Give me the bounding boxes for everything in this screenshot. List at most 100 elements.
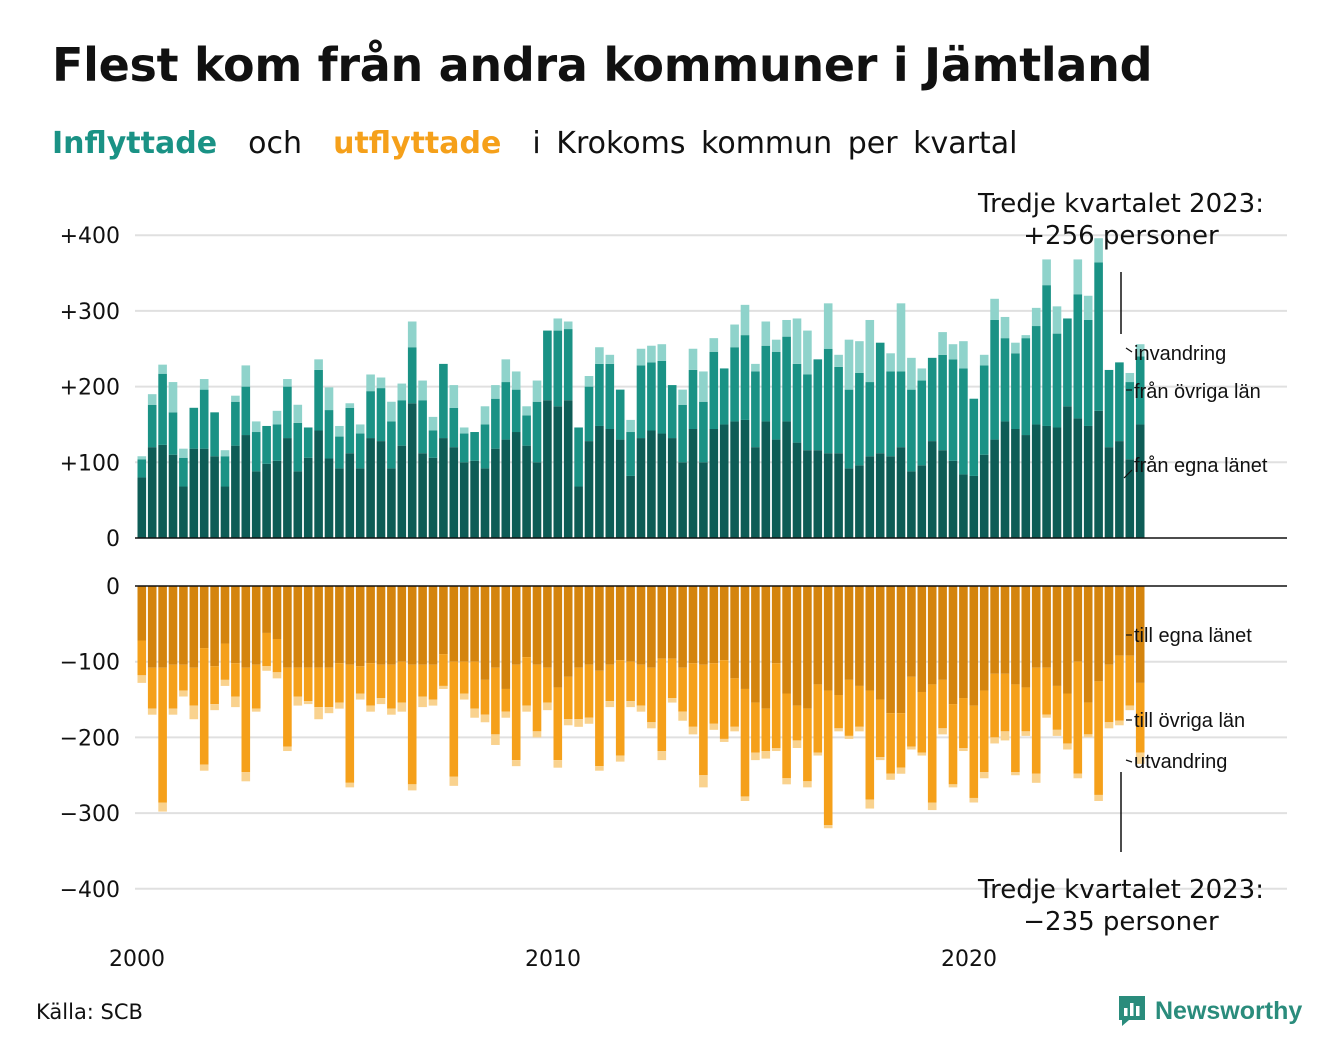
bar-in-0-76	[927, 441, 937, 538]
bar-out-0-15	[293, 586, 303, 668]
bar-in-2-25	[397, 383, 407, 401]
legend-out-0: till egna länet	[1134, 625, 1252, 647]
bar-out-0-11	[251, 586, 261, 665]
annotation-in-line-1: Tredje kvartalet 2023:	[977, 189, 1264, 219]
bar-in-1-41	[563, 329, 573, 401]
bar-out-1-13	[272, 638, 282, 673]
bar-out-0-96	[1135, 586, 1145, 683]
bar-out-0-22	[366, 586, 375, 664]
bar-out-1-37	[522, 657, 531, 706]
bar-in-0-87	[1042, 425, 1051, 538]
bar-in-2-14	[283, 379, 292, 387]
bar-out-2-24	[387, 708, 396, 715]
bar-out-0-95	[1125, 586, 1135, 656]
bar-out-2-13	[272, 672, 282, 679]
bar-out-0-31	[459, 586, 469, 662]
bar-in-1-19	[335, 436, 344, 469]
bar-out-1-51	[667, 658, 677, 699]
bar-out-1-8	[220, 643, 230, 680]
bar-in-2-96	[1135, 344, 1145, 357]
bar-out-1-71	[875, 699, 885, 758]
bar-out-0-8	[220, 586, 230, 644]
bar-in-1-24	[387, 421, 396, 469]
bar-in-1-66	[823, 348, 833, 454]
bar-out-0-10	[241, 586, 251, 668]
bar-out-1-30	[449, 661, 459, 777]
bar-in-2-6	[199, 379, 209, 390]
bar-in-1-34	[491, 398, 500, 449]
bar-in-1-3	[168, 412, 178, 455]
bar-out-0-73	[896, 586, 906, 714]
bar-out-0-89	[1063, 586, 1072, 694]
bar-out-0-12	[262, 586, 271, 633]
bar-in-2-79	[959, 341, 968, 369]
bar-out-1-33	[480, 679, 490, 715]
bar-in-1-37	[522, 415, 531, 446]
y-tick-out-2: −200	[60, 726, 120, 751]
bar-out-2-10	[241, 772, 251, 782]
bar-in-1-1	[147, 404, 157, 448]
bar-out-1-56	[719, 660, 729, 739]
bar-in-0-88	[1052, 427, 1062, 538]
y-tick-out-3: −300	[60, 802, 120, 827]
bar-in-1-17	[314, 369, 323, 431]
bar-in-1-84	[1011, 353, 1020, 429]
bar-in-1-56	[719, 368, 729, 425]
bar-out-0-60	[761, 586, 771, 709]
bar-in-1-65	[813, 359, 823, 451]
bar-out-2-30	[449, 776, 459, 786]
bar-in-2-81	[979, 354, 989, 366]
bar-out-0-42	[574, 586, 583, 668]
bar-in-2-40	[553, 318, 563, 331]
bar-in-1-6	[199, 389, 209, 449]
bar-in-1-18	[324, 410, 334, 459]
y-tick-in-2: +200	[60, 376, 120, 401]
bar-out-2-77	[938, 728, 947, 735]
bar-out-0-29	[439, 586, 448, 655]
bar-in-0-57	[730, 421, 739, 538]
bar-in-2-20	[345, 403, 355, 408]
bar-in-0-24	[387, 468, 396, 538]
bar-in-1-87	[1042, 285, 1051, 426]
bar-out-1-34	[491, 667, 500, 735]
bar-in-0-0	[137, 477, 147, 538]
y-tick-in-0: 0	[106, 527, 120, 552]
bar-in-0-7	[210, 456, 219, 538]
bar-out-1-96	[1135, 682, 1145, 753]
bar-out-1-77	[938, 679, 947, 729]
bar-out-1-54	[699, 664, 708, 776]
annotation-out-line-2: −235 personer	[1023, 907, 1219, 937]
bar-in-0-83	[1000, 421, 1010, 538]
bar-out-0-65	[813, 586, 823, 685]
bar-in-1-23	[376, 388, 386, 442]
bar-in-2-41	[563, 321, 573, 330]
bar-out-1-36	[511, 664, 521, 761]
bar-out-0-39	[543, 586, 552, 668]
bar-out-2-8	[220, 679, 230, 686]
bar-in-0-26	[407, 403, 417, 538]
bar-out-1-4	[179, 664, 188, 691]
bar-in-0-23	[376, 441, 386, 538]
bar-out-0-18	[324, 586, 334, 668]
bar-in-0-35	[501, 439, 511, 538]
bar-out-2-60	[761, 751, 771, 759]
bar-out-2-36	[511, 760, 521, 767]
bar-out-2-7	[210, 704, 219, 711]
newsworthy-logo-icon	[1119, 996, 1145, 1026]
bar-out-2-78	[948, 784, 958, 788]
bar-in-2-95	[1125, 372, 1135, 383]
bar-in-2-73	[896, 303, 906, 372]
bar-in-1-71	[875, 342, 885, 454]
bar-in-2-9	[231, 395, 240, 402]
bar-in-2-24	[387, 401, 396, 422]
bar-out-1-2	[158, 667, 167, 803]
subtitle-utflyttade: utflyttade	[333, 126, 502, 161]
bar-out-0-21	[355, 586, 365, 667]
bar-in-2-30	[449, 385, 459, 408]
bar-out-0-7	[210, 586, 219, 667]
bar-out-1-66	[823, 690, 833, 826]
bar-in-0-12	[262, 463, 271, 538]
bar-out-1-25	[397, 661, 407, 703]
bar-out-2-96	[1135, 752, 1145, 764]
bar-in-1-38	[532, 401, 542, 463]
